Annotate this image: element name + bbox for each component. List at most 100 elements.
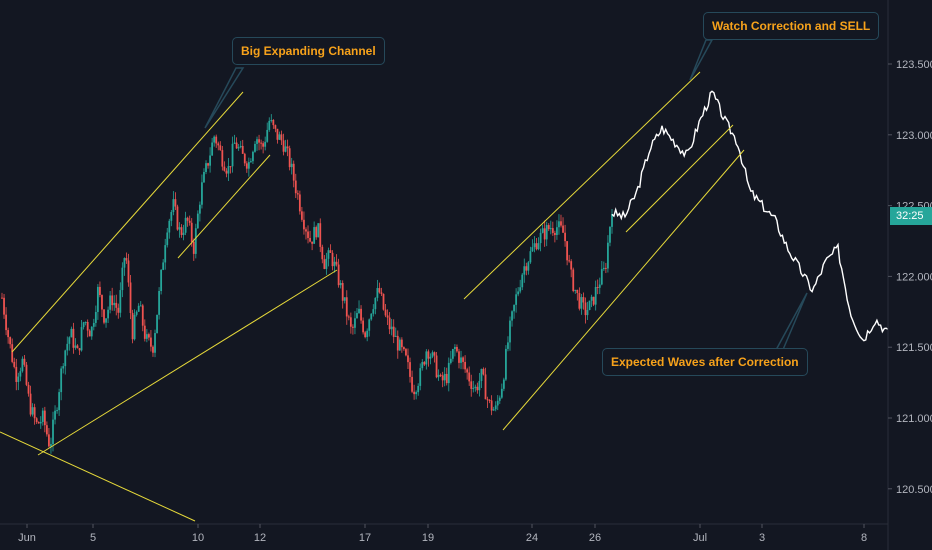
candle-body <box>419 368 422 386</box>
candle-body <box>309 237 311 242</box>
annotation-watch-correction[interactable]: Watch Correction and SELL <box>703 12 880 40</box>
candle-body <box>121 267 124 291</box>
candle-body <box>178 227 181 230</box>
annotation-big-expanding-channel[interactable]: Big Expanding Channel <box>232 37 385 65</box>
candle-body <box>327 250 330 259</box>
candle-body <box>590 296 593 301</box>
time-tick-label: 19 <box>422 532 434 544</box>
candle-body <box>572 269 575 292</box>
candle-body <box>429 356 432 359</box>
candle-body <box>84 321 87 323</box>
candle-body <box>35 418 38 423</box>
candle-body <box>194 228 197 254</box>
candle-body <box>500 388 503 398</box>
candle-body <box>198 204 201 214</box>
candle-body <box>5 314 7 331</box>
candle-body <box>294 180 297 194</box>
candle-body <box>166 232 169 246</box>
candle-body <box>245 163 248 169</box>
candle-body <box>486 399 489 401</box>
candle-body <box>433 352 436 356</box>
candle-body <box>417 385 420 393</box>
candle-body <box>227 166 230 174</box>
candle-body <box>352 326 354 328</box>
candle-body <box>543 228 546 240</box>
candle-body <box>515 294 518 305</box>
candle-body <box>331 252 334 267</box>
candle-body <box>468 372 471 382</box>
candle-body <box>398 339 401 351</box>
candle-body <box>160 269 163 292</box>
candle-body <box>72 328 75 348</box>
candle-body <box>415 392 418 395</box>
candle-body <box>288 148 291 168</box>
candle-body <box>303 219 305 230</box>
candle-body <box>15 366 18 382</box>
candle-body <box>476 386 479 391</box>
trendline-2 <box>11 91 244 353</box>
candlestick-series <box>1 114 613 454</box>
annotation-expected-waves[interactable]: Expected Waves after Correction <box>602 348 808 376</box>
candle-body <box>105 318 107 323</box>
candle-body <box>588 300 591 311</box>
candle-body <box>123 258 126 268</box>
price-tick-label: 123.000 <box>896 130 932 142</box>
callout-pointer-3 <box>774 292 808 353</box>
candle-body <box>66 343 69 351</box>
candle-body <box>3 297 5 315</box>
candle-body <box>566 241 569 261</box>
price-tick-label: 121.500 <box>896 342 932 354</box>
candle-body <box>298 194 301 212</box>
candle-body <box>539 232 542 244</box>
candle-body <box>141 305 144 326</box>
candle-body <box>9 337 12 345</box>
candle-body <box>423 362 426 365</box>
candle-body <box>56 410 58 412</box>
candle-body <box>117 307 120 313</box>
callout-pointer-2 <box>689 39 714 81</box>
candle-body <box>274 125 277 129</box>
candle-body <box>96 286 99 312</box>
time-tick-label: 8 <box>861 532 867 544</box>
candle-body <box>21 358 24 372</box>
candle-body <box>33 407 36 419</box>
candle-body <box>260 142 262 144</box>
time-tick-label: 12 <box>254 532 266 544</box>
candle-body <box>341 283 344 301</box>
candle-body <box>443 373 446 381</box>
candle-body <box>521 274 524 288</box>
candle-body <box>549 228 552 230</box>
candle-body <box>25 364 28 385</box>
price-tick-label: 122.000 <box>896 271 932 283</box>
candle-body <box>41 410 44 422</box>
candle-body <box>582 297 585 303</box>
candle-body <box>241 145 244 154</box>
candle-body <box>184 217 187 233</box>
candle-body <box>52 419 54 445</box>
candle-body <box>239 145 242 148</box>
candle-body <box>196 213 199 229</box>
time-axis[interactable]: Jun 5 10 12 17 19 24 26 Jul 3 8 <box>0 523 888 544</box>
candle-body <box>409 362 411 377</box>
candle-body <box>592 296 595 305</box>
candle-body <box>256 139 258 144</box>
candle-body <box>254 143 256 152</box>
price-axis[interactable]: 120.500121.000121.500122.000122.500123.0… <box>887 0 932 550</box>
candle-body <box>76 345 79 349</box>
candle-body <box>23 358 26 365</box>
candle-body <box>45 425 48 435</box>
candle-body <box>176 206 179 230</box>
candle-body <box>358 308 360 314</box>
candle-body <box>192 241 195 254</box>
candle-body <box>147 334 150 338</box>
candle-body <box>158 291 160 315</box>
candle-body <box>502 379 505 389</box>
candle-body <box>478 380 481 391</box>
candle-body <box>492 409 495 411</box>
candle-body <box>388 317 391 330</box>
candle-body <box>170 211 173 221</box>
candle-body <box>568 260 571 262</box>
candle-body <box>333 261 336 267</box>
